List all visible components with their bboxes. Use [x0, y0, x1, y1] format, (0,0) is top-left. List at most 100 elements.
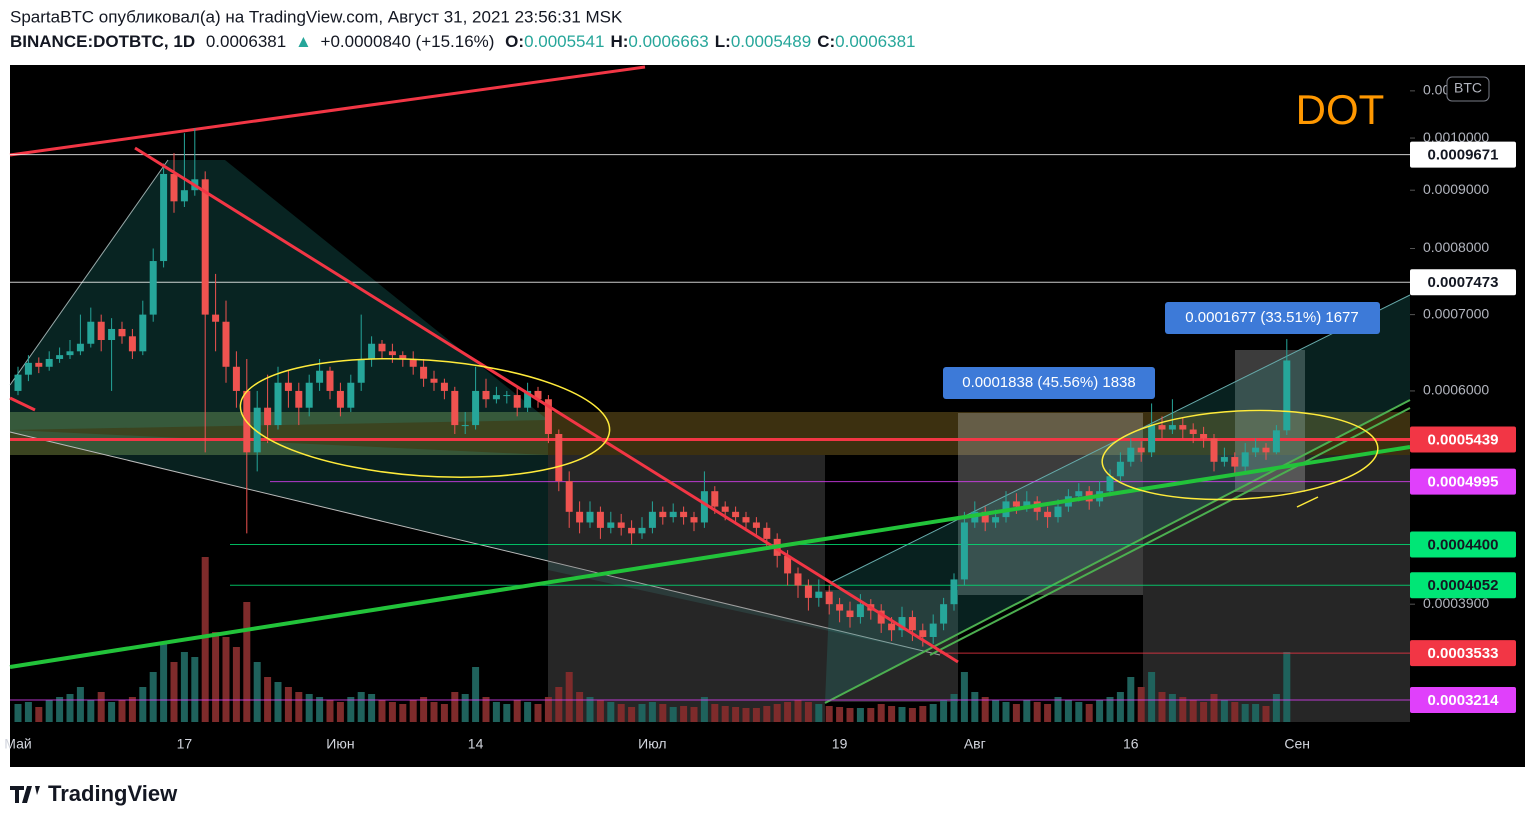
candle-body [648, 511, 656, 528]
level-tag [1410, 468, 1516, 495]
volume-bar [191, 657, 199, 722]
candle-body [794, 573, 802, 586]
volume-bar [253, 662, 261, 722]
candle-body [981, 511, 989, 523]
candle-body [960, 522, 968, 580]
ohlc-key: C: [817, 32, 835, 51]
overlay-drawings: 0.0001838 (45.56%) 1838 0.0001677 (33.51… [9, 86, 1411, 669]
ohlc-key: L: [715, 32, 731, 51]
volume-bar [1075, 702, 1083, 722]
candle-body [1189, 429, 1197, 435]
level-tag [1410, 640, 1516, 667]
volume-bar [482, 697, 490, 722]
level-tag [1410, 269, 1516, 296]
volume-bar [752, 708, 760, 722]
candle-body [336, 390, 344, 408]
level-label: 0.0009671 [1428, 147, 1499, 164]
volume-bar [742, 708, 750, 722]
candle-body [1283, 360, 1291, 431]
volume-bar [368, 694, 376, 722]
candle-body [316, 370, 324, 383]
volume-bar [66, 694, 74, 722]
volume-bar [960, 672, 968, 722]
volume-bar [76, 687, 84, 722]
candle-body [1252, 447, 1260, 453]
candle-body [555, 434, 563, 482]
volume-bar [544, 697, 552, 722]
volume-bar [160, 642, 168, 722]
candle-body [544, 399, 552, 435]
volume-bar [607, 702, 615, 722]
currency-badge [1446, 76, 1490, 102]
candle-body [264, 407, 272, 426]
x-tick-label: 17 [177, 736, 193, 752]
ellipse [1101, 409, 1379, 501]
ohlc-value: 0.0006381 [835, 32, 915, 51]
last-price: 0.0006381 [206, 32, 286, 51]
candle-body [1127, 447, 1135, 462]
y-tick-label: 0.0009000 [1423, 181, 1489, 197]
level-tag [1410, 141, 1516, 168]
candle-body [1106, 476, 1114, 492]
candle-body [877, 610, 885, 624]
volume-bar [24, 702, 32, 722]
volume-bar [815, 704, 823, 722]
volume-bar [180, 652, 188, 722]
x-tick-label: Сен [1284, 736, 1310, 752]
candle-body [170, 173, 178, 202]
candle-body [1262, 447, 1270, 453]
ohlc-value: 0.0005489 [731, 32, 811, 51]
volume-bar [690, 707, 698, 722]
candle-body [1137, 447, 1145, 453]
x-tick-label: 14 [468, 736, 484, 752]
volume-bar [1044, 704, 1052, 722]
volume-bar [971, 692, 979, 722]
footer-logo: TradingView [10, 781, 178, 806]
volume-bar [212, 632, 220, 722]
volume-bar [1054, 697, 1062, 722]
volume-bar [763, 706, 771, 722]
ohlc-value: 0.0006663 [628, 32, 708, 51]
candle-body [1158, 425, 1166, 430]
volume-bar [659, 704, 667, 722]
x-tick-label: 16 [1123, 736, 1139, 752]
candle-body [919, 630, 927, 637]
volume-bar [14, 704, 22, 722]
volume-bar [1012, 704, 1020, 722]
candle-body [118, 328, 126, 337]
volume-bar [1241, 704, 1249, 722]
volume-bar [929, 704, 937, 722]
volume-bar [440, 704, 448, 722]
volume-bar [919, 706, 927, 722]
volume-bar [1158, 692, 1166, 722]
candle-body [711, 491, 719, 507]
candle-body [326, 370, 334, 391]
volume-bar [1106, 697, 1114, 722]
candle-body [24, 362, 32, 375]
volume-bar [1064, 700, 1072, 722]
volume-bar [357, 692, 365, 722]
candle-body [1044, 511, 1052, 518]
volume-bar [836, 707, 844, 722]
volume-pane [14, 557, 1291, 722]
volume-bar [420, 697, 428, 722]
volume-bar [305, 694, 313, 722]
trend-line [134, 146, 959, 664]
candle-body [56, 355, 64, 359]
level-label: 0.0004400 [1428, 536, 1499, 553]
volume-bar [856, 708, 864, 722]
candle-body [1023, 501, 1031, 507]
candle-body [596, 511, 604, 528]
candle-body [149, 261, 157, 315]
level-tag [1410, 426, 1516, 453]
candle-body [430, 378, 438, 383]
ellipse [239, 357, 611, 479]
volume-bar [461, 694, 469, 722]
volume-bar [794, 700, 802, 722]
measure-label: 0.0001677 (33.51%) 1677 [1185, 309, 1358, 326]
volume-bar [295, 692, 303, 722]
volume-bar [1002, 702, 1010, 722]
candle-body [368, 343, 376, 359]
candle-body [763, 527, 771, 539]
